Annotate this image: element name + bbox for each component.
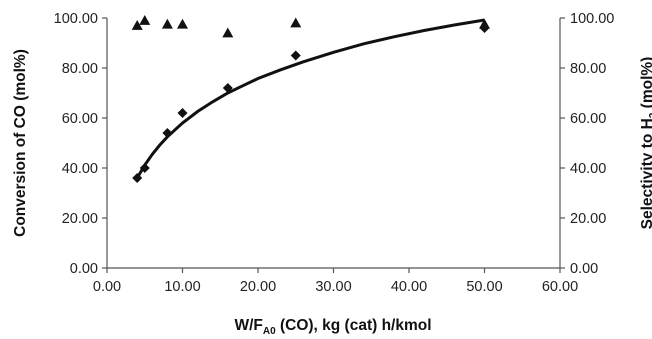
conversion-point [290,50,301,61]
x-tick-label: 50.00 [466,279,502,295]
y2-tick-label: 60.00 [570,111,606,127]
selectivity-point [161,18,173,29]
y-tick-label: 80.00 [62,61,98,77]
selectivity-point [131,20,143,30]
x-tick-label: 0.00 [93,279,121,295]
selectivity-point [290,17,302,28]
conversion-point [177,108,188,118]
x-tick-label: 60.00 [542,279,578,295]
y2-tick-label: 100.00 [570,11,614,27]
x-axis-ticks: 0.00 10.00 20.00 30.00 40.00 50.00 60.00 [93,268,578,295]
y2-tick-label: 0.00 [570,261,598,277]
y2-axis-title: Selectivity to H2 (mol%) [639,57,652,230]
y2-tick-label: 80.00 [570,61,606,77]
y2-axis-ticks: 0.00 20.00 40.00 60.00 80.00 100.00 [560,11,614,277]
conversion-point [139,163,150,173]
fit-curve-layer [135,18,485,179]
x-tick-label: 10.00 [164,279,200,295]
selectivity-point [177,18,188,29]
selectivity-point [479,18,490,29]
y-tick-label: 20.00 [62,211,98,227]
data-points-layer [131,15,490,183]
plot-area [106,18,561,269]
y-axis-title: Conversion of CO (mol%) [12,49,29,237]
y-axis-ticks: 0.00 20.00 40.00 60.00 80.00 100.00 [54,11,107,277]
x-tick-label: 30.00 [315,279,351,295]
selectivity-point [139,15,151,25]
selectivity-point [222,27,234,38]
x-axis-title: W/FA0 (CO), kg (cat) h/kmol [234,317,431,337]
y-tick-label: 0.00 [70,261,98,277]
conversion-point [162,128,173,138]
fit-curve-line [135,18,485,179]
x-tick-label: 20.00 [240,279,276,295]
y-tick-label: 40.00 [62,161,98,177]
x-tick-label: 40.00 [391,279,427,295]
conversion-point [132,173,143,183]
y-tick-label: 100.00 [54,11,98,27]
y2-tick-label: 20.00 [570,211,606,227]
y-tick-label: 60.00 [62,111,98,127]
conversion-point [222,83,233,93]
y2-tick-label: 40.00 [570,161,606,177]
